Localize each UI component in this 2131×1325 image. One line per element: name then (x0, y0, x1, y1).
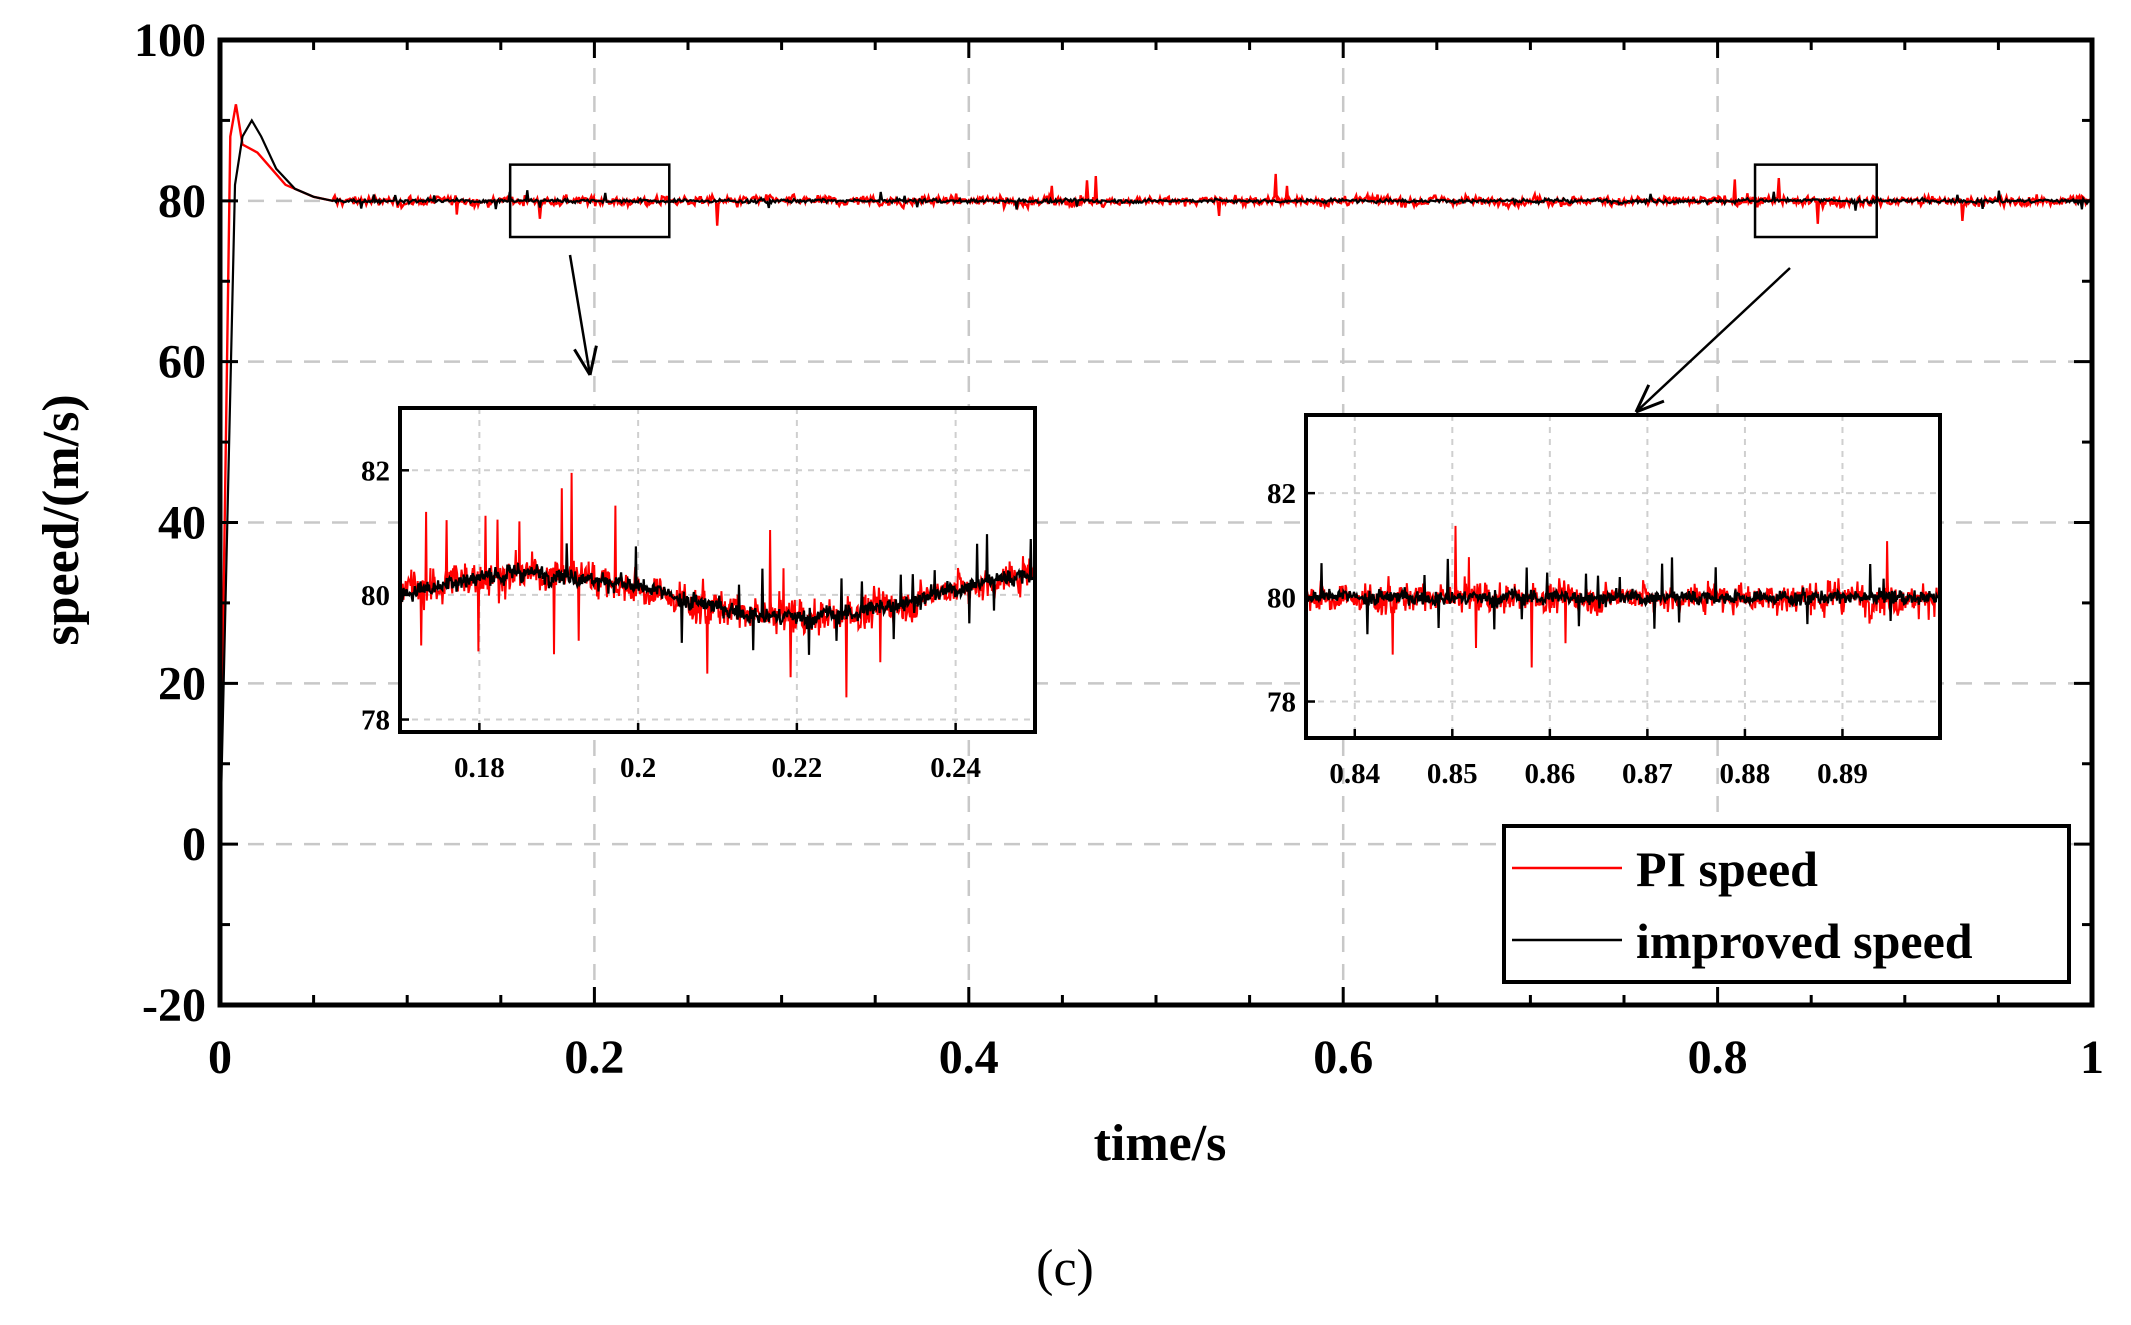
x-tick-label: 0.2 (564, 1031, 624, 1084)
y-tick-label: 0 (182, 818, 206, 871)
y-tick-label: 60 (158, 336, 206, 389)
inset-frame (1304, 413, 1942, 740)
legend-label-pi-speed: PI speed (1636, 841, 1818, 897)
inset-series-improved-speed (1304, 557, 1942, 635)
inset-x-tick-label: 0.22 (772, 752, 823, 784)
zoom-source-boxes (508, 163, 1878, 414)
figure-caption: (c) (1036, 1240, 1094, 1297)
inset-x-tick-label: 0.84 (1329, 758, 1380, 790)
y-tick-label: 80 (158, 175, 206, 228)
inset-y-tick-label: 80 (1267, 582, 1296, 614)
legend-box (1502, 824, 2071, 984)
x-tick-label: 0.6 (1313, 1031, 1373, 1084)
inset-background (1306, 415, 1940, 738)
y-tick-label: -20 (142, 979, 206, 1032)
zoom-source-box (1753, 163, 1878, 239)
zoom-arrow-line (1635, 267, 1791, 413)
inset-y-tick-label: 80 (361, 580, 390, 612)
inset-y-tick-label: 82 (361, 455, 390, 487)
x-tick-label: 0.4 (939, 1031, 999, 1084)
inset-y-tick-label: 78 (1267, 687, 1296, 719)
legend: PI speed improved speed (1502, 824, 2071, 984)
inset-x-tick-label: 0.88 (1720, 758, 1771, 790)
legend-label-improved-speed: improved speed (1636, 913, 1973, 969)
y-axis-title: speed/(m/s) (33, 394, 90, 645)
inset-background (400, 408, 1035, 732)
inset-x-tick-label: 0.18 (454, 752, 505, 784)
zoom-source-box (508, 163, 671, 239)
inset-y-tick-label: 82 (1267, 478, 1296, 510)
inset-frame (398, 406, 1037, 734)
inset-x-tick-label: 0.86 (1524, 758, 1575, 790)
y-tick-label: 40 (158, 497, 206, 550)
series-line-improved-speed (218, 118, 2093, 845)
zoom-arrow-line (568, 254, 592, 376)
inset-series-improved-speed (399, 534, 1037, 655)
inset-x-tick-label: 0.24 (930, 752, 981, 784)
zoom-arrow-head (1634, 384, 1665, 414)
y-tick-label: 20 (158, 657, 206, 710)
inset-x-tick-label: 0.85 (1427, 758, 1478, 790)
inset-zoom-left: 0.18 0.2 0.22 0.24 78 80 82 (361, 406, 1037, 784)
inset-zoom-right: 0.84 0.85 0.86 0.87 0.88 0.89 78 80 82 (1267, 413, 1942, 790)
inset-x-tick-label: 0.89 (1817, 758, 1868, 790)
x-tick-label: 0 (208, 1031, 232, 1084)
x-tick-label: 0.8 (1688, 1031, 1748, 1084)
inset-x-tick-label: 0.87 (1622, 758, 1673, 790)
inset-y-tick-label: 78 (361, 705, 390, 737)
zoom-arrow-head (573, 345, 598, 376)
x-tick-label: 1 (2080, 1031, 2104, 1084)
y-tick-label: 100 (134, 14, 206, 67)
x-axis-title: time/s (1094, 1115, 1227, 1172)
inset-x-tick-label: 0.2 (620, 752, 656, 784)
